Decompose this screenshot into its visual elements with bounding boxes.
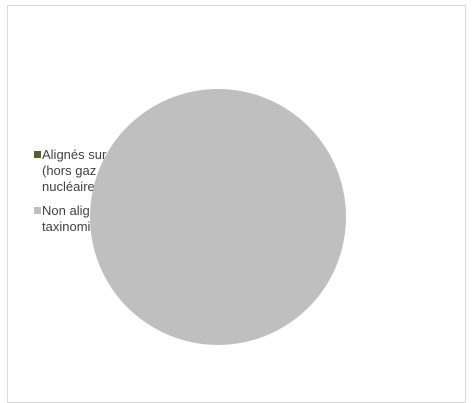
pie-chart: [90, 89, 346, 345]
legend-swatch-aligned: [34, 151, 41, 158]
pie-slice-non-aligned: [90, 89, 346, 345]
legend-swatch-non-aligned: [34, 207, 41, 214]
